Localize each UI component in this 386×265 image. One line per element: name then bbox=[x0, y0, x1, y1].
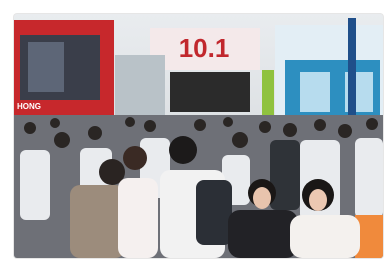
dark-jacket bbox=[270, 140, 300, 210]
person-dark bbox=[228, 210, 298, 258]
green-sign bbox=[262, 70, 274, 120]
face bbox=[253, 187, 271, 209]
screen-image bbox=[28, 42, 64, 92]
page: {"photo": {"hall_sign": "10.1", "booth_s… bbox=[0, 0, 386, 265]
photo: HONG 10.1 bbox=[14, 14, 385, 258]
face bbox=[309, 189, 327, 211]
person-head bbox=[123, 146, 147, 170]
white-booth bbox=[115, 55, 165, 115]
person-beige bbox=[70, 185, 125, 258]
person-white bbox=[118, 178, 158, 258]
photo-frame: HONG 10.1 bbox=[0, 0, 386, 265]
booth-sign: HONG bbox=[17, 102, 41, 111]
pillar bbox=[348, 18, 356, 128]
person-head bbox=[169, 136, 197, 164]
backpack bbox=[196, 180, 232, 245]
hall-entrance bbox=[170, 72, 250, 112]
person-light bbox=[290, 215, 360, 258]
booth-poster bbox=[300, 72, 330, 112]
hall-sign: 10.1 bbox=[179, 33, 230, 63]
